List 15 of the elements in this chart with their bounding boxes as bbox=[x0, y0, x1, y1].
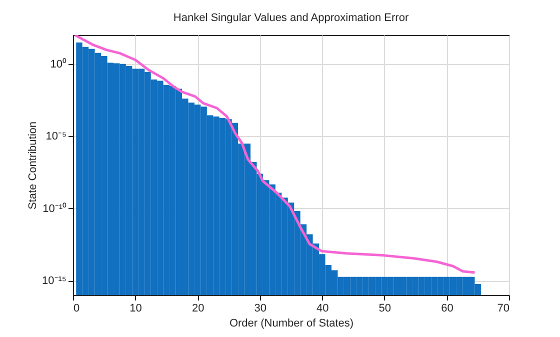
x-tick-label: 60 bbox=[441, 302, 454, 314]
x-axis-title: Order (Number of States) bbox=[229, 318, 354, 330]
y-tick-label: 10⁻⁵ bbox=[46, 130, 66, 143]
y-tick-label: 10⁰ bbox=[50, 57, 66, 70]
x-tick-label: 0 bbox=[74, 302, 80, 314]
y-tick-label: 10⁻¹⁵ bbox=[42, 275, 66, 288]
x-tick-label: 70 bbox=[497, 302, 510, 314]
chart-title: Hankel Singular Values and Approximation Error bbox=[173, 12, 409, 24]
x-tick-label: 30 bbox=[254, 302, 266, 314]
x-tick-label: 10 bbox=[130, 302, 142, 314]
x-tick-label: 50 bbox=[378, 302, 392, 314]
x-tick-label: 20 bbox=[192, 302, 204, 314]
y-tick-label: 10⁻¹⁰ bbox=[42, 202, 66, 215]
x-tick-label: 40 bbox=[316, 302, 329, 314]
y-axis-title: State Contribution bbox=[27, 121, 40, 210]
